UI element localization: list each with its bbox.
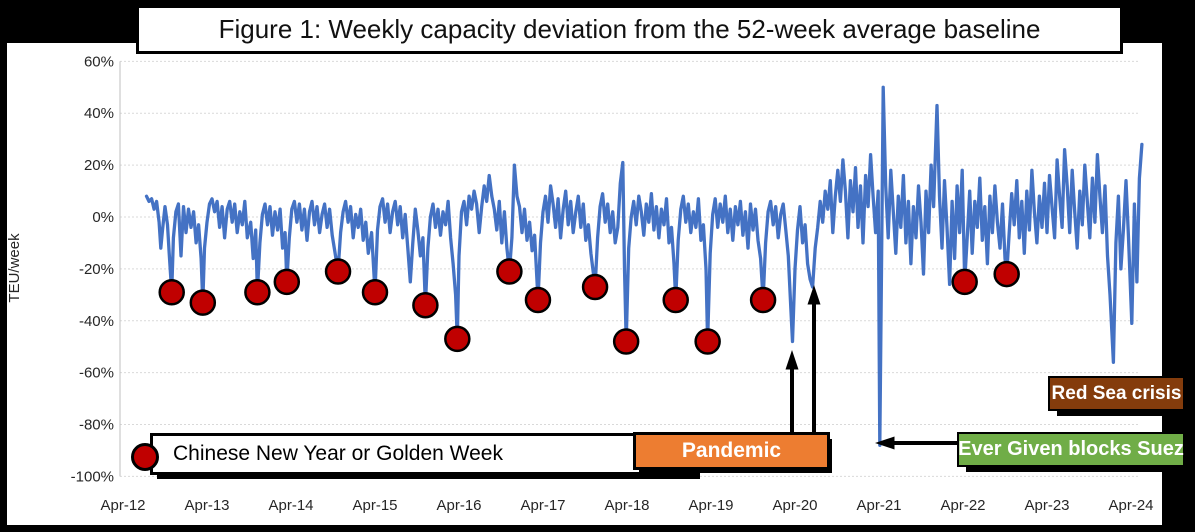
x-tick-label: Apr-12 [100, 497, 145, 514]
pandemic-callout: Pandemic [633, 432, 830, 470]
chart-title: Figure 1: Weekly capacity deviation from… [218, 14, 1041, 44]
chinese-new-year-golden-week-dot [993, 260, 1020, 288]
chinese-new-year-golden-week-dot [612, 328, 640, 355]
y-tick-label: -60% [79, 365, 114, 382]
chinese-new-year-golden-week-dot [361, 278, 389, 306]
y-axis-title: TEU/week [6, 233, 23, 303]
legend-label: Chinese New Year or Golden Week [173, 442, 503, 465]
x-tick-label: Apr-21 [856, 497, 901, 514]
red-sea-crisis-callout: Red Sea crisis [1048, 376, 1185, 411]
chart-title-box: Figure 1: Weekly capacity deviation from… [136, 5, 1123, 54]
chinese-new-year-golden-week-dot [662, 286, 689, 314]
y-tick-label: 40% [84, 105, 114, 122]
x-tick-label: Apr-13 [184, 497, 229, 514]
chinese-new-year-golden-week-dot [158, 278, 185, 306]
x-tick-label: Apr-17 [520, 497, 565, 514]
chinese-new-year-golden-week-dot [324, 258, 352, 285]
ever-given-label: Ever Given blocks Suez [958, 438, 1184, 460]
y-tick-label: -40% [79, 313, 114, 330]
chinese-new-year-golden-week-dot [524, 286, 552, 314]
x-tick-label: Apr-18 [604, 497, 649, 514]
red-dot-marker-icon [131, 443, 159, 471]
chinese-new-year-golden-week-dot [496, 258, 523, 285]
chinese-new-year-golden-week-dot [444, 325, 471, 353]
ever-given-callout: Ever Given blocks Suez [957, 432, 1185, 467]
chinese-new-year-golden-week-dot [951, 268, 978, 296]
x-tick-label: Apr-15 [352, 497, 397, 514]
x-tick-label: Apr-24 [1108, 497, 1153, 514]
x-tick-label: Apr-23 [1024, 497, 1069, 514]
chinese-new-year-golden-week-dot [749, 286, 777, 314]
y-tick-label: -80% [79, 417, 114, 434]
chinese-new-year-golden-week-dot [189, 289, 217, 316]
chinese-new-year-golden-week-dot [694, 328, 721, 355]
y-tick-label: 60% [84, 53, 114, 70]
y-tick-label: 0% [92, 209, 114, 226]
x-tick-label: Apr-20 [772, 497, 817, 514]
chinese-new-year-golden-week-dot [581, 273, 609, 301]
x-tick-label: Apr-14 [268, 497, 313, 514]
pandemic-arrow-1-head [785, 350, 799, 370]
legend-chinese-new-year: Chinese New Year or Golden Week [131, 433, 697, 475]
chinese-new-year-golden-week-dot [244, 278, 271, 306]
capacity-deviation-line [144, 85, 1144, 447]
red-sea-label: Red Sea crisis [1051, 382, 1182, 404]
ever-given-arrow-head [875, 436, 895, 450]
pandemic-label: Pandemic [681, 439, 782, 462]
x-tick-label: Apr-19 [688, 497, 733, 514]
pandemic-arrow-2-head [807, 285, 821, 305]
y-tick-label: 20% [84, 157, 114, 174]
y-tick-label: -100% [71, 468, 114, 485]
chinese-new-year-golden-week-dot [412, 291, 439, 319]
x-tick-label: Apr-22 [940, 497, 985, 514]
x-tick-label: Apr-16 [436, 497, 481, 514]
chinese-new-year-golden-week-dot [273, 268, 301, 296]
y-tick-label: -20% [79, 261, 114, 278]
